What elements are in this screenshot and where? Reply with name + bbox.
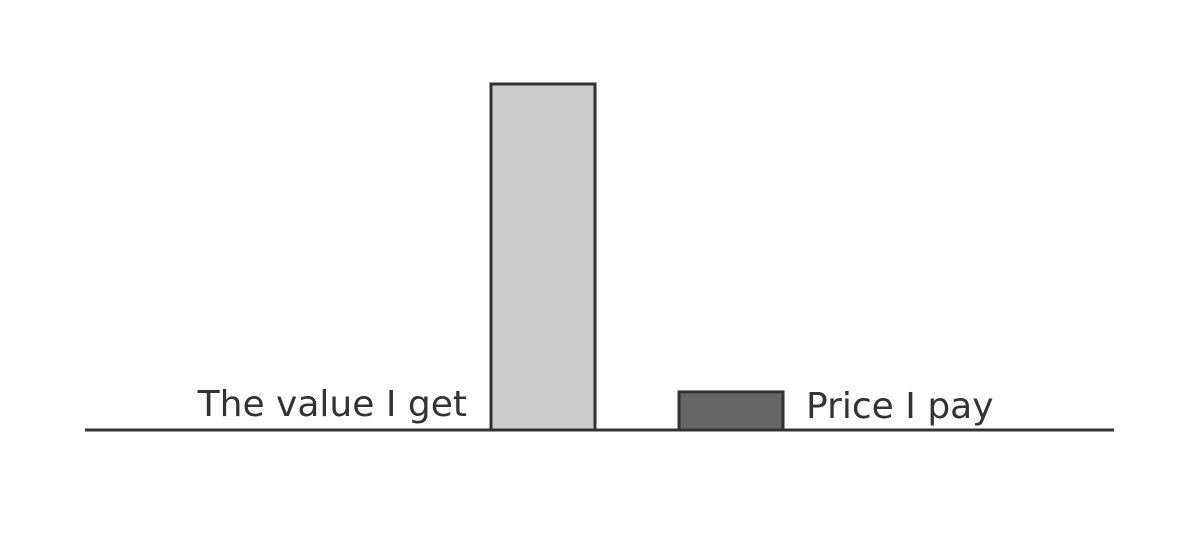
bars-group xyxy=(489,82,785,432)
label-value-i-get: The value I get xyxy=(197,384,467,425)
bar-price-i-pay xyxy=(677,390,785,432)
bar-value-i-get xyxy=(489,82,597,432)
label-price-i-pay: Price I pay xyxy=(806,386,994,427)
